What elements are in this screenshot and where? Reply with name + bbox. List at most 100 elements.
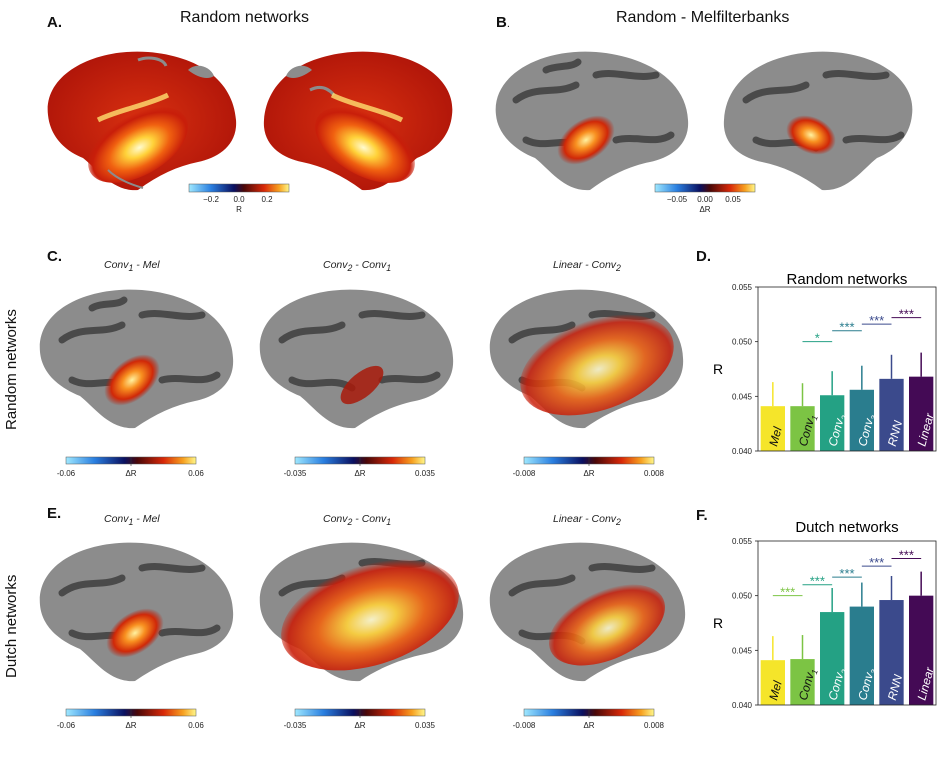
colorbar-c-3-min: -0.008	[513, 469, 536, 478]
panel-label-e: E.	[47, 505, 62, 522]
sig-star-d-3: ***	[899, 307, 914, 322]
bar-f-mel	[760, 660, 785, 705]
sig-star-f-0: ***	[780, 585, 795, 600]
sig-star-f-1: ***	[810, 574, 825, 589]
e-map-1-title: Conv1 - Mel	[104, 513, 160, 528]
brain-e-linear-conv2	[489, 542, 686, 682]
colorbar-c-2-min: -0.035	[284, 469, 307, 478]
chart-title-f: Dutch networks	[795, 519, 898, 536]
c-map-1-title: Conv1 - Mel	[104, 259, 160, 274]
panel-label-f: F.	[696, 507, 708, 524]
panel-title-a: Random networks	[180, 9, 309, 26]
c-map-3-title: Linear - Conv2	[553, 259, 621, 274]
bar-d-conv2	[820, 395, 845, 451]
ytick-label-d-2: 0.050	[732, 338, 753, 347]
brain-b-left-hemisphere	[495, 51, 689, 191]
panel-label-a: A.	[47, 14, 62, 31]
colorbar-c-3: -0.008 ΔR 0.008	[513, 456, 665, 478]
brain-b-right-hemisphere	[723, 51, 913, 191]
chart-frame-f	[757, 540, 937, 706]
bar-d-rnn	[879, 378, 904, 451]
brain-e-conv1-mel	[39, 542, 234, 682]
colorbar-e-2: -0.035 ΔR 0.035	[284, 708, 436, 730]
colorbar-c-1-max: 0.06	[188, 469, 204, 478]
sig-star-f-3: ***	[869, 555, 884, 570]
bar-d-conv3	[849, 389, 874, 451]
colorbar-b: −0.05 0.00 0.05 ΔR	[654, 183, 756, 214]
chart-ylabel-f: R	[713, 615, 723, 631]
row-label-dutch: Dutch networks	[3, 574, 20, 678]
colorbar-e-2-min: -0.035	[284, 721, 307, 730]
brain-c-linear-conv2	[489, 289, 684, 429]
colorbar-b-label: ΔR	[699, 205, 710, 214]
colorbar-e-2-label: ΔR	[354, 721, 365, 730]
colorbar-e-1-min: -0.06	[57, 721, 76, 730]
sig-star-f-2: ***	[839, 566, 854, 581]
panel-label-b: B.	[496, 14, 510, 31]
colorbar-c-3-label: ΔR	[583, 469, 594, 478]
colorbar-b-tick-2: 0.00	[697, 195, 713, 204]
ytick-label-d-1: 0.045	[732, 392, 753, 401]
bar-f-linear	[909, 595, 934, 705]
bar-d-mel	[760, 406, 785, 451]
ytick-label-f-1: 0.045	[732, 646, 753, 655]
colorbar-a-tick-3: 0.2	[261, 195, 273, 204]
colorbar-e-3-label: ΔR	[583, 721, 594, 730]
row-label-random: Random networks	[3, 309, 20, 430]
brain-a-left-hemisphere	[47, 51, 237, 191]
bar-f-conv1	[790, 659, 815, 705]
sig-star-d-2: ***	[869, 313, 884, 328]
colorbar-a: −0.2 0.0 0.2 R	[188, 183, 290, 214]
c-map-2-title: Conv2 - Conv1	[323, 259, 392, 274]
colorbar-c-2-max: 0.035	[415, 469, 436, 478]
panel-label-c: C.	[47, 248, 62, 265]
ytick-label-f-2: 0.050	[732, 592, 753, 601]
panel-label-d: D.	[696, 248, 711, 265]
colorbar-a-label: R	[236, 205, 242, 214]
sig-star-d-1: ***	[839, 320, 854, 335]
ytick-label-f-3: 0.055	[732, 537, 753, 546]
colorbar-a-tick-2: 0.0	[233, 195, 245, 204]
ytick-label-f-0: 0.040	[732, 701, 753, 710]
colorbar-c-1: -0.06 ΔR 0.06	[57, 456, 204, 478]
bar-label-d-rnn: RNN	[885, 419, 905, 448]
colorbar-a-tick-1: −0.2	[203, 195, 219, 204]
colorbar-e-1: -0.06 ΔR 0.06	[57, 708, 204, 730]
e-map-2-title: Conv2 - Conv1	[323, 513, 392, 528]
brain-a-right-hemisphere	[263, 51, 453, 191]
e-map-3-title: Linear - Conv2	[553, 513, 621, 528]
colorbar-e-3: -0.008 ΔR 0.008	[513, 708, 665, 730]
bar-label-f-rnn: RNN	[885, 673, 905, 702]
colorbar-b-tick-3: 0.05	[725, 195, 741, 204]
bar-f-conv3	[849, 606, 874, 705]
bar-d-conv1	[790, 406, 815, 451]
colorbar-e-2-max: 0.035	[415, 721, 436, 730]
bar-label-f-mel: Mel	[766, 679, 785, 702]
sig-star-f-4: ***	[899, 547, 914, 562]
colorbar-c-1-label: ΔR	[125, 469, 136, 478]
colorbar-c-2-label: ΔR	[354, 469, 365, 478]
colorbar-c-2: -0.035 ΔR 0.035	[284, 456, 436, 478]
ytick-label-d-3: 0.055	[732, 283, 753, 292]
colorbar-e-1-max: 0.06	[188, 721, 204, 730]
brain-c-conv1-mel	[39, 289, 234, 429]
chart-frame-d	[757, 286, 937, 452]
bar-f-conv2	[820, 612, 845, 705]
colorbar-e-3-min: -0.008	[513, 721, 536, 730]
chart-title-d: Random networks	[787, 271, 908, 288]
panel-title-b: Random - Melfilterbanks	[616, 9, 790, 26]
colorbar-b-tick-1: −0.05	[667, 195, 688, 204]
bar-f-rnn	[879, 600, 904, 705]
colorbar-c-1-min: -0.06	[57, 469, 76, 478]
colorbar-c-3-max: 0.008	[644, 469, 665, 478]
colorbar-e-1-label: ΔR	[125, 721, 136, 730]
chart-ylabel-d: R	[713, 361, 723, 377]
brain-c-conv2-conv1	[259, 289, 454, 429]
ytick-label-d-0: 0.040	[732, 447, 753, 456]
sig-star-d-0: *	[815, 331, 820, 346]
bar-d-linear	[909, 376, 934, 451]
bar-label-d-mel: Mel	[766, 425, 785, 448]
colorbar-e-3-max: 0.008	[644, 721, 665, 730]
